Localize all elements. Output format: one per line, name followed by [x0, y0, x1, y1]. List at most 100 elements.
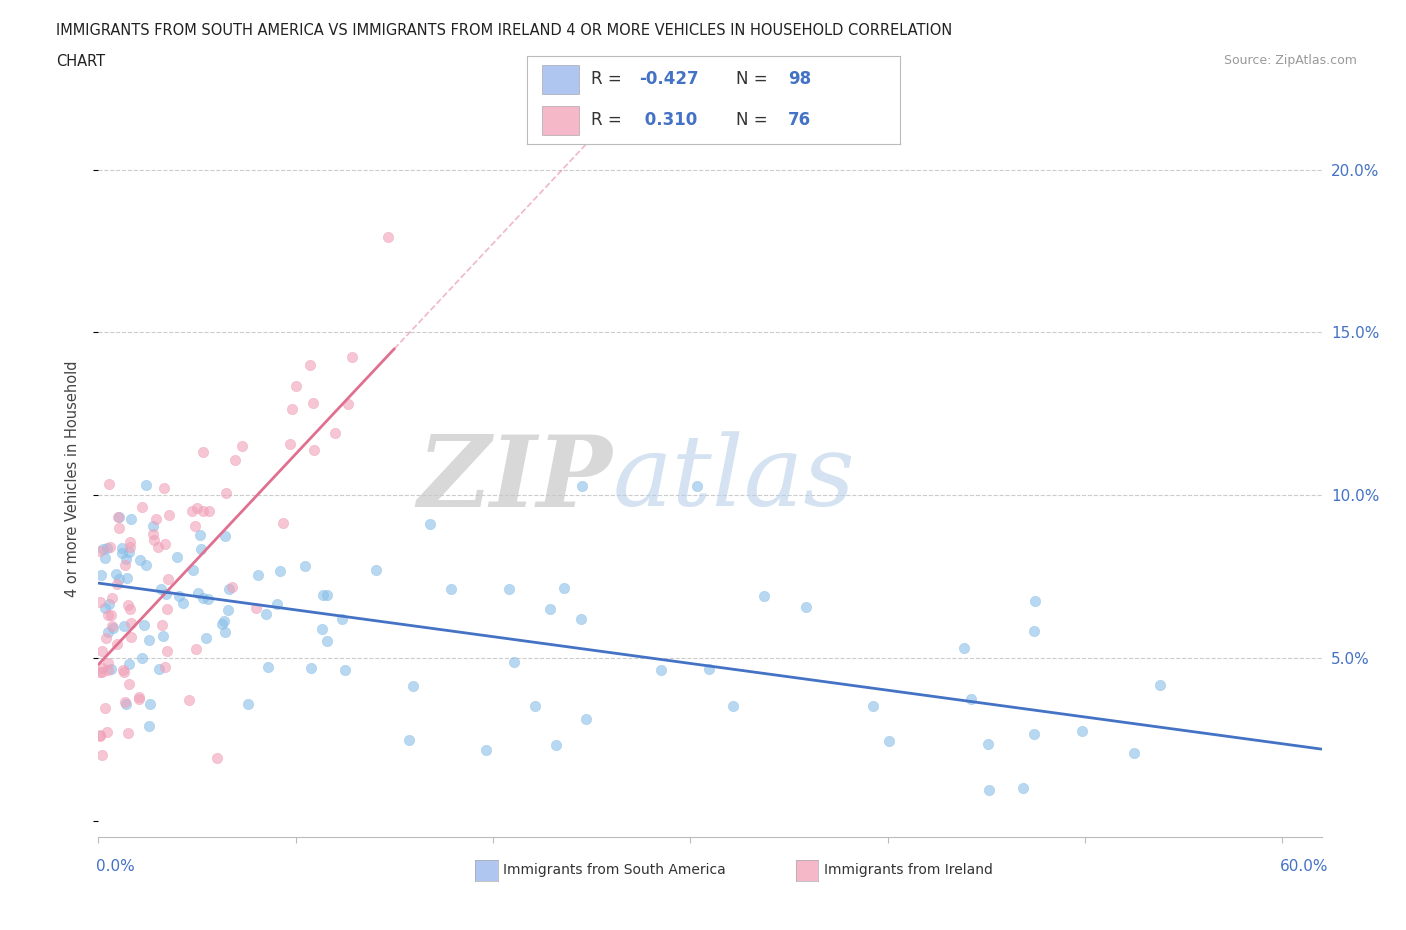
Point	[135, 557, 157, 572]
Text: 0.310: 0.310	[640, 112, 697, 129]
Point	[112, 664, 135, 679]
Point	[398, 732, 420, 747]
Point	[377, 229, 399, 244]
Text: 0.0%: 0.0%	[96, 859, 135, 874]
Point	[754, 588, 776, 603]
Point	[89, 544, 111, 559]
Point	[336, 396, 359, 411]
Point	[98, 597, 121, 612]
Point	[94, 631, 117, 645]
Point	[546, 737, 568, 752]
Point	[330, 612, 353, 627]
Point	[98, 476, 121, 491]
Point	[366, 563, 388, 578]
Point	[877, 734, 900, 749]
Point	[284, 379, 307, 393]
Point	[198, 503, 221, 518]
Point	[575, 711, 598, 726]
Point	[97, 607, 120, 622]
Point	[402, 679, 425, 694]
Point	[1022, 726, 1045, 741]
Text: N =: N =	[735, 70, 773, 88]
Point	[118, 657, 141, 671]
Text: CHART: CHART	[56, 54, 105, 69]
Point	[89, 728, 111, 743]
Point	[97, 662, 120, 677]
Point	[120, 539, 142, 554]
Point	[143, 533, 166, 548]
Point	[128, 552, 150, 567]
Point	[538, 602, 561, 617]
Point	[181, 503, 204, 518]
Point	[135, 477, 157, 492]
Point	[138, 718, 160, 733]
Point	[187, 585, 209, 600]
Y-axis label: 4 or more Vehicles in Household: 4 or more Vehicles in Household	[65, 361, 80, 597]
Point	[498, 582, 520, 597]
Point	[184, 642, 207, 657]
Point	[686, 478, 709, 493]
Point	[302, 396, 325, 411]
Point	[112, 618, 135, 633]
Point	[167, 588, 190, 603]
Point	[650, 662, 672, 677]
Point	[128, 690, 150, 705]
Point	[953, 641, 976, 656]
Point	[131, 651, 153, 666]
Point	[105, 637, 128, 652]
Point	[91, 661, 114, 676]
Point	[153, 659, 176, 674]
Point	[98, 539, 121, 554]
Point	[266, 596, 288, 611]
Point	[1149, 678, 1171, 693]
Point	[138, 632, 160, 647]
Point	[152, 629, 174, 644]
Point	[155, 587, 177, 602]
Point	[145, 512, 167, 526]
Point	[100, 607, 122, 622]
Point	[246, 568, 269, 583]
Point	[105, 577, 128, 591]
Point	[217, 603, 239, 618]
Point	[142, 518, 165, 533]
Point	[120, 630, 142, 644]
Text: ZIP: ZIP	[418, 431, 612, 527]
Point	[257, 659, 280, 674]
Point	[115, 571, 138, 586]
Point	[503, 655, 526, 670]
Text: Source: ZipAtlas.com: Source: ZipAtlas.com	[1223, 54, 1357, 67]
Point	[93, 700, 115, 715]
Point	[214, 485, 236, 500]
Point	[238, 697, 260, 711]
Point	[977, 737, 1000, 751]
Point	[299, 661, 322, 676]
Text: 60.0%: 60.0%	[1281, 859, 1329, 874]
Text: R =: R =	[591, 112, 627, 129]
Point	[721, 698, 744, 713]
Point	[118, 534, 141, 549]
Point	[97, 656, 120, 671]
Text: -0.427: -0.427	[640, 70, 699, 88]
Text: Immigrants from Ireland: Immigrants from Ireland	[824, 863, 993, 878]
Point	[271, 516, 294, 531]
Point	[960, 692, 983, 707]
Point	[191, 591, 214, 605]
Point	[294, 558, 316, 573]
Text: Immigrants from South America: Immigrants from South America	[503, 863, 725, 878]
Point	[131, 499, 153, 514]
Point	[214, 529, 236, 544]
Point	[128, 692, 150, 707]
Point	[105, 567, 128, 582]
Point	[181, 563, 204, 578]
Point	[1122, 745, 1144, 760]
Point	[312, 588, 335, 603]
Point	[91, 747, 114, 762]
Point	[117, 544, 139, 559]
Point	[120, 512, 142, 526]
Point	[1011, 780, 1033, 795]
Point	[191, 504, 214, 519]
Point	[146, 539, 169, 554]
Point	[475, 742, 498, 757]
Point	[107, 510, 129, 525]
Point	[112, 662, 135, 677]
